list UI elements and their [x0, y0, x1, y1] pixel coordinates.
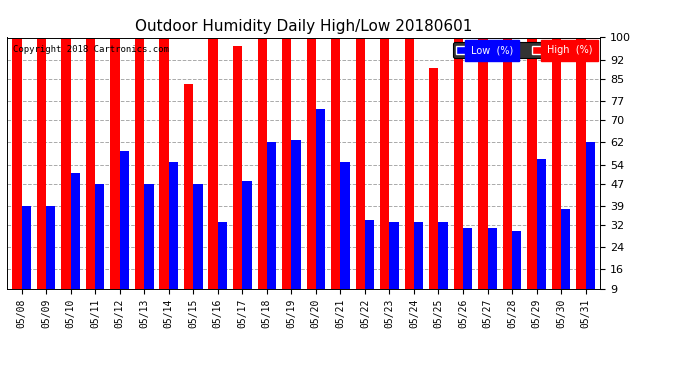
Bar — [561, 209, 571, 289]
Bar — [257, 38, 267, 289]
Bar — [21, 206, 31, 289]
Bar — [267, 142, 276, 289]
Bar — [478, 38, 488, 289]
Bar — [404, 38, 414, 289]
Bar — [70, 173, 80, 289]
Legend: Low  (%), High  (%): Low (%), High (%) — [453, 42, 595, 58]
Bar — [169, 162, 178, 289]
Bar — [365, 220, 374, 289]
Bar — [95, 184, 104, 289]
Bar — [438, 222, 448, 289]
Bar — [537, 159, 546, 289]
Bar — [110, 38, 119, 289]
Bar — [453, 38, 463, 289]
Bar — [193, 184, 203, 289]
Bar — [414, 222, 423, 289]
Text: Copyright 2018 Cartronics.com: Copyright 2018 Cartronics.com — [13, 45, 169, 54]
Bar — [512, 231, 522, 289]
Bar — [389, 222, 399, 289]
Bar — [242, 181, 252, 289]
Bar — [233, 46, 242, 289]
Bar — [316, 109, 325, 289]
Bar — [218, 222, 227, 289]
Bar — [144, 184, 154, 289]
Bar — [61, 38, 70, 289]
Bar — [291, 140, 301, 289]
Bar — [429, 68, 438, 289]
Bar — [380, 38, 389, 289]
Bar — [340, 162, 350, 289]
Bar — [331, 38, 340, 289]
Title: Outdoor Humidity Daily High/Low 20180601: Outdoor Humidity Daily High/Low 20180601 — [135, 18, 472, 33]
Bar — [355, 38, 365, 289]
Bar — [37, 38, 46, 289]
Bar — [463, 228, 472, 289]
Bar — [12, 38, 21, 289]
Bar — [135, 38, 144, 289]
Bar — [586, 142, 595, 289]
Bar — [86, 38, 95, 289]
Bar — [184, 84, 193, 289]
Bar — [576, 38, 586, 289]
Bar — [159, 38, 169, 289]
Bar — [306, 38, 316, 289]
Bar — [282, 38, 291, 289]
Bar — [488, 228, 497, 289]
Bar — [527, 38, 537, 289]
Bar — [119, 151, 129, 289]
Bar — [208, 38, 218, 289]
Bar — [552, 38, 561, 289]
Bar — [46, 206, 55, 289]
Bar — [503, 38, 512, 289]
